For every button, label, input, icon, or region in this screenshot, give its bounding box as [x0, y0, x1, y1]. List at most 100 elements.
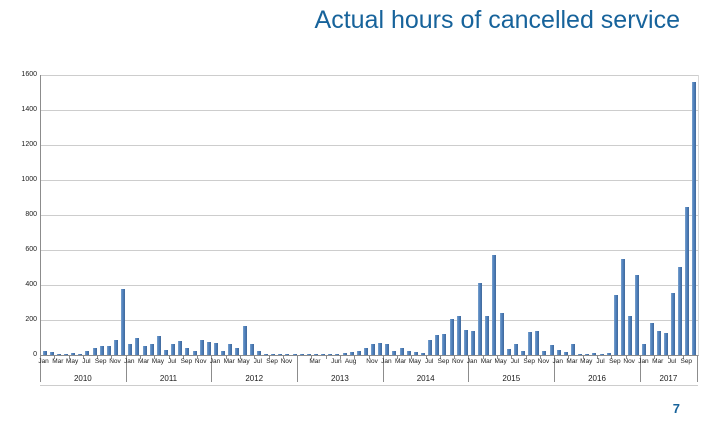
bar [342, 353, 347, 355]
year-separator [125, 355, 127, 382]
year-label: 2013 [331, 374, 349, 383]
tick-mark [111, 355, 113, 359]
tick-mark [368, 355, 370, 359]
tick-mark [568, 355, 570, 359]
tick-mark [197, 355, 199, 359]
month-tick-label: May [580, 358, 593, 365]
bar [685, 207, 690, 355]
year-separator [554, 355, 556, 382]
year-label: 2010 [73, 374, 92, 383]
month-tick-label: Jun [331, 358, 342, 365]
bar [249, 344, 254, 355]
tick-mark [511, 355, 513, 359]
bar [421, 353, 426, 355]
bar [85, 351, 90, 355]
bar [578, 354, 583, 355]
bar [656, 331, 661, 355]
y-tick-label: 1400 [21, 106, 37, 113]
year-separator [697, 355, 698, 382]
month-tick-label: Nov [366, 358, 378, 365]
tick-mark [582, 355, 584, 359]
tick-mark [182, 355, 184, 359]
tick-mark [311, 355, 313, 359]
month-tick-label: Mar [309, 358, 321, 365]
month-tick-label: Sep [437, 358, 450, 365]
bar [349, 352, 354, 355]
bar [649, 323, 654, 355]
bar [128, 344, 133, 355]
tick-mark [611, 355, 613, 359]
bar [371, 344, 376, 355]
month-tick-label: May [494, 358, 507, 365]
bar [142, 346, 147, 355]
month-tick-label: Jan [466, 358, 478, 365]
year-separator [468, 355, 470, 382]
month-tick-label: Mar [137, 358, 150, 365]
month-tick-label: Nov [280, 358, 293, 365]
gridline [41, 319, 698, 321]
year-label: 2012 [245, 374, 264, 383]
bar [628, 316, 633, 355]
year-label: 2015 [502, 374, 521, 383]
bar [406, 351, 411, 355]
gridline [41, 284, 698, 286]
bar [478, 283, 483, 355]
bar-chart: 0 200 400 600 800 1000 1200 1400 1600 Jan Mar May J… [21, 71, 699, 395]
bar [442, 334, 447, 355]
tick-mark [68, 355, 70, 359]
bar [513, 344, 518, 355]
bar [635, 275, 640, 355]
month-tick-label: Jan [638, 358, 649, 365]
month-tick-label: Sep [609, 358, 621, 365]
month-tick-label: Aug [344, 358, 357, 365]
y-tick-label: 0 [33, 351, 37, 358]
month-tick-label: Sep [266, 358, 278, 365]
month-tick-label: Jan [124, 358, 135, 365]
bar [399, 348, 404, 355]
bar [199, 340, 204, 355]
bar [99, 346, 104, 355]
month-tick-label: Nov [623, 358, 635, 365]
bar [163, 350, 168, 355]
bar [106, 346, 111, 355]
bar [542, 351, 547, 355]
bar [456, 316, 461, 355]
bar [528, 332, 533, 355]
month-tick-label: Nov [451, 358, 464, 365]
month-tick-label: May [151, 358, 164, 365]
y-tick-label: 200 [25, 316, 37, 323]
bar [328, 354, 333, 355]
gridline [41, 179, 698, 181]
tick-mark [597, 355, 599, 359]
year-label: 2017 [659, 374, 678, 383]
year-label: 2014 [416, 374, 435, 383]
bar [428, 340, 433, 355]
y-tick-label: 1600 [21, 71, 37, 78]
month-tick-label: Sep [680, 358, 693, 365]
bar [463, 330, 468, 355]
tick-mark [497, 355, 499, 359]
bar [392, 351, 397, 355]
month-tick-label: Mar [480, 358, 492, 365]
bar [613, 295, 618, 355]
bar [692, 82, 697, 355]
month-tick-label: Sep [523, 358, 535, 365]
month-tick-label: Nov [194, 358, 207, 365]
bar [335, 354, 340, 355]
bar [599, 354, 604, 355]
bar [606, 353, 611, 355]
bar [263, 354, 268, 355]
bar [671, 293, 675, 355]
x-axis-bottom-line [40, 385, 698, 386]
bar [178, 341, 183, 355]
month-tick-label: Mar [566, 358, 578, 365]
y-tick-label: 400 [25, 281, 37, 288]
bar [592, 353, 597, 355]
y-tick-label: 800 [25, 211, 37, 218]
bar [471, 331, 476, 355]
tick-mark [168, 355, 170, 359]
year-label: 2016 [588, 374, 606, 383]
bar [413, 352, 418, 355]
tick-mark [225, 355, 227, 359]
